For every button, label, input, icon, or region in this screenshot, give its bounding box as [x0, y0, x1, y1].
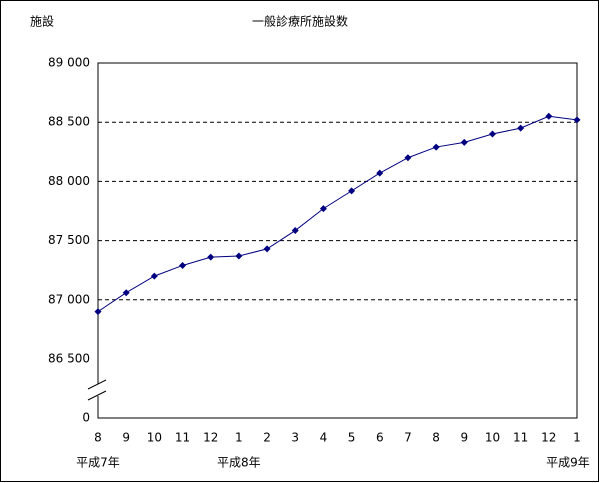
x-tick-label: 4 [320, 431, 328, 445]
data-point [404, 154, 412, 162]
x-sublabel: 平成9年 [546, 456, 590, 470]
data-point [348, 187, 356, 195]
data-point [122, 289, 130, 297]
data-point [235, 252, 243, 260]
x-tick-label: 12 [203, 431, 218, 445]
x-tick-label: 9 [122, 431, 130, 445]
x-tick-label: 8 [94, 431, 102, 445]
axis-break-mark [87, 379, 107, 390]
axis-break-mark [87, 390, 107, 401]
y-tick-label: 88 000 [48, 174, 90, 188]
x-tick-label: 7 [404, 431, 412, 445]
data-point [291, 227, 299, 235]
data-point [319, 205, 327, 213]
x-tick-label: 10 [147, 431, 162, 445]
x-tick-label: 10 [485, 431, 500, 445]
data-point [432, 143, 440, 151]
x-tick-label: 8 [432, 431, 440, 445]
x-tick-label: 3 [291, 431, 299, 445]
x-tick-label: 9 [460, 431, 468, 445]
data-point [150, 272, 158, 280]
data-point [488, 130, 496, 138]
data-point [460, 138, 468, 146]
x-tick-label: 11 [175, 431, 190, 445]
data-point [517, 124, 525, 132]
y-axis-label: 施設 [30, 14, 54, 29]
x-tick-label: 12 [541, 431, 556, 445]
data-point [179, 261, 187, 269]
chart-title: 一般診療所施設数 [252, 14, 348, 29]
x-tick-label: 11 [513, 431, 528, 445]
x-tick-label: 5 [348, 431, 356, 445]
x-sublabel: 平成7年 [76, 456, 120, 470]
y-tick-label: 0 [82, 411, 90, 425]
data-point [263, 245, 271, 253]
y-tick-label: 87 000 [48, 292, 90, 306]
data-point [94, 308, 102, 316]
y-tick-label: 89 000 [48, 56, 90, 70]
y-tick-label: 88 500 [48, 115, 90, 129]
data-point [573, 116, 581, 124]
data-point [207, 253, 215, 261]
y-tick-label: 87 500 [48, 233, 90, 247]
x-tick-label: 6 [376, 431, 384, 445]
data-point [376, 169, 384, 177]
series-line [97, 115, 578, 313]
x-tick-label: 1 [235, 431, 243, 445]
x-sublabel: 平成8年 [217, 456, 261, 470]
data-point [545, 112, 553, 120]
x-tick-label: 2 [263, 431, 271, 445]
y-tick-label: 86 500 [48, 352, 90, 366]
x-tick-label: 1 [573, 431, 581, 445]
